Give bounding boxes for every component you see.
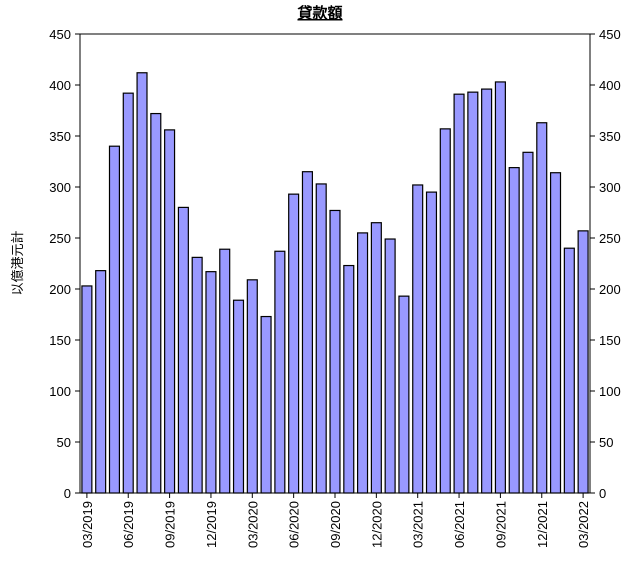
- bar: [439, 128, 451, 494]
- y-tick-label: 200: [49, 282, 71, 297]
- bar: [95, 270, 107, 494]
- x-tick-label: 12/2021: [535, 501, 550, 548]
- y-tick-label: 400: [49, 78, 71, 93]
- y-tick-label: 300: [49, 180, 71, 195]
- y2-tick-label: 50: [599, 435, 613, 450]
- x-tick-label: 03/2019: [80, 501, 95, 548]
- x-tick-label: 09/2019: [163, 501, 178, 548]
- x-tick-label: 12/2019: [204, 501, 219, 548]
- bar: [246, 279, 258, 494]
- x-tick-label: 12/2020: [369, 501, 384, 548]
- bar: [536, 122, 548, 494]
- bar: [384, 238, 396, 494]
- y2-tick-label: 150: [599, 333, 621, 348]
- bar: [577, 230, 589, 494]
- bar: [288, 193, 300, 494]
- bar: [315, 183, 327, 494]
- x-tick-label: 09/2021: [493, 501, 508, 548]
- bar: [136, 72, 148, 494]
- y2-tick-label: 450: [599, 27, 621, 42]
- x-tick-label: 03/2020: [245, 501, 260, 548]
- y-tick-label: 50: [57, 435, 71, 450]
- bar: [164, 129, 176, 494]
- bar: [205, 271, 217, 494]
- y-axis-label: 以億港元計: [10, 230, 25, 295]
- bar: [343, 264, 355, 494]
- y-tick-label: 350: [49, 129, 71, 144]
- y-tick-label: 250: [49, 231, 71, 246]
- bar: [563, 247, 575, 494]
- bar: [425, 191, 438, 494]
- bar: [494, 81, 506, 494]
- x-tick-label: 06/2019: [121, 501, 136, 548]
- bar: [370, 222, 382, 494]
- bar: [467, 91, 479, 494]
- y-tick-label: 450: [49, 27, 71, 42]
- y2-tick-label: 100: [599, 384, 621, 399]
- x-tick-label: 03/2021: [411, 501, 426, 548]
- y-tick-label: 0: [64, 486, 71, 501]
- y-tick-label: 100: [49, 384, 71, 399]
- bar: [177, 206, 189, 494]
- bar: [274, 250, 286, 494]
- bar: [398, 295, 410, 494]
- chart-title: 貸款額: [297, 4, 342, 22]
- bar: [508, 167, 520, 494]
- y2-tick-label: 0: [599, 486, 606, 501]
- bar: [260, 315, 272, 494]
- x-tick-label: 03/2022: [576, 501, 591, 548]
- bar: [108, 145, 121, 494]
- y-tick-label: 150: [49, 333, 71, 348]
- bar: [81, 285, 93, 494]
- bar: [412, 184, 424, 494]
- y2-tick-label: 200: [599, 282, 621, 297]
- bar: [481, 88, 493, 494]
- bar: [122, 92, 134, 494]
- bar: [549, 172, 562, 494]
- x-tick-label: 09/2020: [328, 501, 343, 548]
- bar: [522, 151, 534, 494]
- y2-tick-label: 400: [599, 78, 621, 93]
- bar: [357, 232, 369, 494]
- bar: [453, 93, 465, 494]
- bar: [301, 171, 313, 494]
- x-tick-label: 06/2021: [452, 501, 467, 548]
- bar: [329, 209, 341, 494]
- bar: [232, 299, 245, 494]
- bar: [191, 256, 203, 494]
- bar: [219, 248, 231, 494]
- y2-tick-label: 350: [599, 129, 621, 144]
- x-tick-label: 06/2020: [287, 501, 302, 548]
- y2-tick-label: 250: [599, 231, 621, 246]
- y2-tick-label: 300: [599, 180, 621, 195]
- bar: [150, 112, 162, 494]
